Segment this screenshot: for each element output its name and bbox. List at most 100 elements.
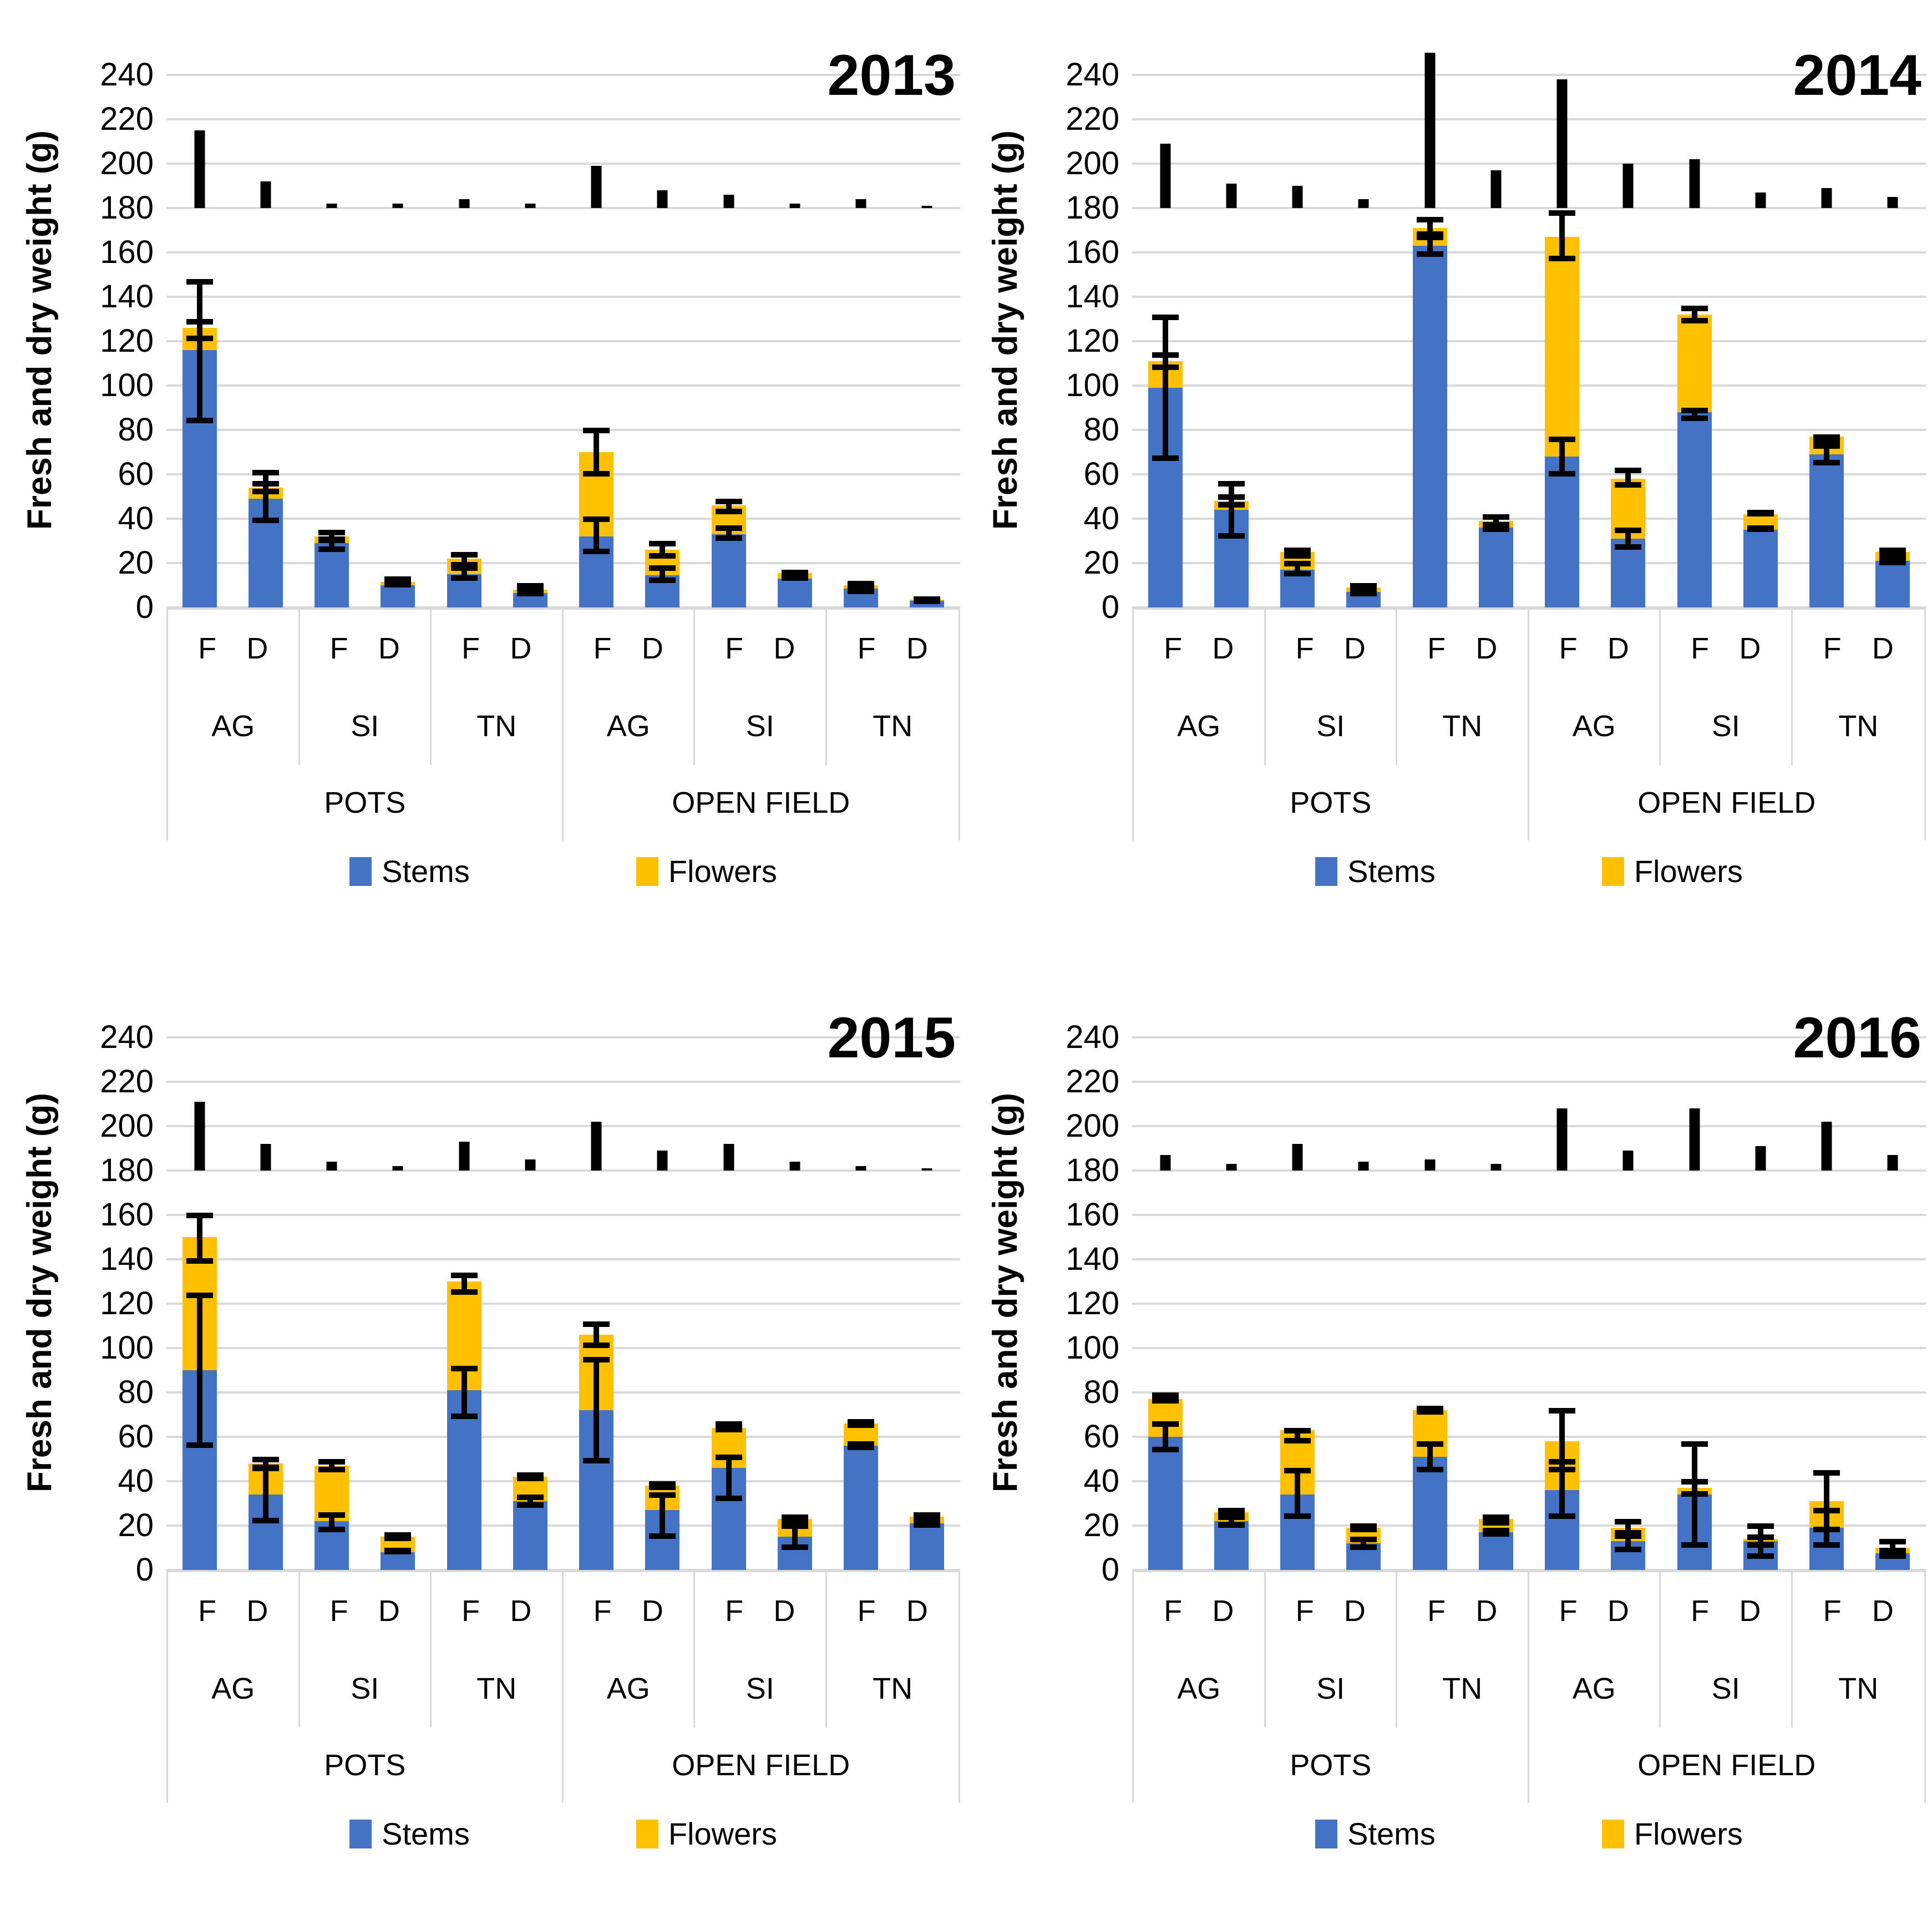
panel-2014: Fresh and dry weight (g) 0 20 40 60 80 100 120 1… [966, 0, 1931, 962]
axis-label-fd: F [1295, 632, 1314, 665]
error-bar-cap [1416, 1467, 1443, 1472]
stems-error-bar [516, 1495, 544, 1508]
bar-group-pots-si-d [365, 53, 431, 607]
axis-label-fd: D [1872, 1594, 1894, 1628]
stems-error-bar [649, 1492, 676, 1539]
gridline [166, 74, 960, 76]
error-bar-cap [1152, 364, 1179, 370]
error-bar-line [1295, 1468, 1301, 1519]
significance-marker [194, 130, 205, 208]
y-tick-label: 60 [1083, 1419, 1119, 1455]
error-bar-cap [781, 1523, 808, 1529]
variety-cell: SI [1266, 1650, 1397, 1728]
plot-area: 2014 [1132, 53, 1926, 607]
error-bar-cap [1482, 526, 1509, 532]
total-error-bar [186, 1213, 213, 1264]
error-bar-cap [1549, 1467, 1576, 1472]
environment-cell: POTS [1134, 1728, 1529, 1803]
axis-label-variety: SI [1711, 710, 1740, 743]
gridline [1132, 296, 1926, 298]
error-bar-cap [1152, 1421, 1179, 1427]
y-tick-label: 100 [1066, 367, 1119, 403]
stems-error-bar [914, 1521, 941, 1528]
axis-label-fd: D [1343, 1594, 1366, 1628]
error-bar-cap [450, 575, 478, 581]
error-bar-line [527, 1495, 533, 1508]
flowers-bar-segment [315, 1466, 349, 1521]
error-bar-cap [516, 589, 544, 594]
gridline [1132, 251, 1926, 254]
variety-cell: TN [1793, 687, 1925, 765]
total-error-bar [318, 1459, 346, 1472]
error-bar-line [594, 516, 600, 554]
y-tick-label: 80 [118, 412, 154, 448]
error-bar-cap [186, 1213, 213, 1218]
stems-bar-segment [1677, 412, 1712, 607]
significance-marker [591, 166, 602, 208]
stems-bar-segment [513, 1501, 547, 1570]
bar-group-open-field-si-d [762, 53, 828, 607]
stems-error-bar [1681, 408, 1708, 421]
error-bar-cap [1549, 1408, 1576, 1414]
total-error-bar [715, 1421, 742, 1432]
y-axis-tick-labels: 0 20 40 60 80 100 120 140 160 180 200 220 240 [1041, 53, 1127, 625]
y-tick-label: 80 [1083, 1374, 1119, 1410]
axis-label-variety: TN [873, 710, 913, 743]
gridline [1132, 340, 1926, 342]
error-bar-cap [1813, 443, 1840, 449]
significance-marker [657, 190, 668, 208]
gridline [1132, 1569, 1926, 1570]
gridline [1132, 1169, 1926, 1172]
gridline [166, 1081, 960, 1083]
significance-marker [392, 1166, 403, 1171]
significance-marker [1226, 1164, 1237, 1171]
axis-label-fd: F [1295, 1594, 1314, 1628]
bar-group-pots-ag-f [166, 53, 232, 607]
error-bar-cap [516, 583, 544, 589]
error-bar-cap [1218, 481, 1245, 487]
error-bar-cap [252, 518, 279, 523]
legend-label: Flowers [668, 854, 777, 889]
error-bar-cap [649, 541, 676, 546]
significance-marker [1358, 199, 1369, 208]
x-axis-table: F D F D F D F D F D F D AG SI TN AG SI TN POTS OPEN FIELD [166, 607, 960, 840]
stems-bar-segment [1478, 528, 1513, 607]
bar-group-open-field-tn-f [1794, 53, 1860, 607]
y-tick-label: 220 [100, 1063, 154, 1100]
bar-group-open-field-tn-d [1860, 1015, 1926, 1570]
y-tick-label: 140 [1066, 278, 1119, 315]
y-tick-label: 240 [1066, 57, 1119, 93]
y-tick-label: 120 [100, 323, 154, 359]
y-tick-label: 160 [100, 234, 154, 270]
error-bar-cap [649, 1485, 676, 1490]
significance-marker [1622, 1151, 1634, 1171]
error-bar-cap [1879, 1539, 1906, 1544]
bar-group-pots-ag-f [166, 1015, 232, 1570]
error-bar-cap [1350, 591, 1377, 596]
error-bar-cap [1416, 1406, 1443, 1411]
stems-error-bar [450, 565, 478, 581]
error-bar-cap [252, 489, 279, 494]
y-tick-label: 120 [1066, 1285, 1119, 1321]
y-tick-label: 240 [1066, 1019, 1119, 1055]
total-error-bar [516, 1472, 544, 1481]
gridline [166, 1347, 960, 1349]
stems-error-bar [649, 565, 676, 583]
y-tick-label: 80 [1083, 412, 1119, 448]
axis-label-fd: D [1343, 632, 1366, 665]
axis-label-variety: SI [351, 710, 379, 743]
error-bar-line [262, 481, 268, 494]
legend-swatch-flowers [1601, 857, 1624, 886]
significance-marker [723, 1144, 734, 1171]
stems-bar-segment [1545, 457, 1580, 607]
gridline [166, 562, 960, 564]
error-bar-cap [384, 576, 412, 582]
variety-cell: TN [827, 687, 959, 765]
error-bar-cap [649, 1533, 676, 1539]
significance-marker [1755, 1146, 1766, 1171]
axis-label-environment: POTS [324, 1749, 406, 1782]
